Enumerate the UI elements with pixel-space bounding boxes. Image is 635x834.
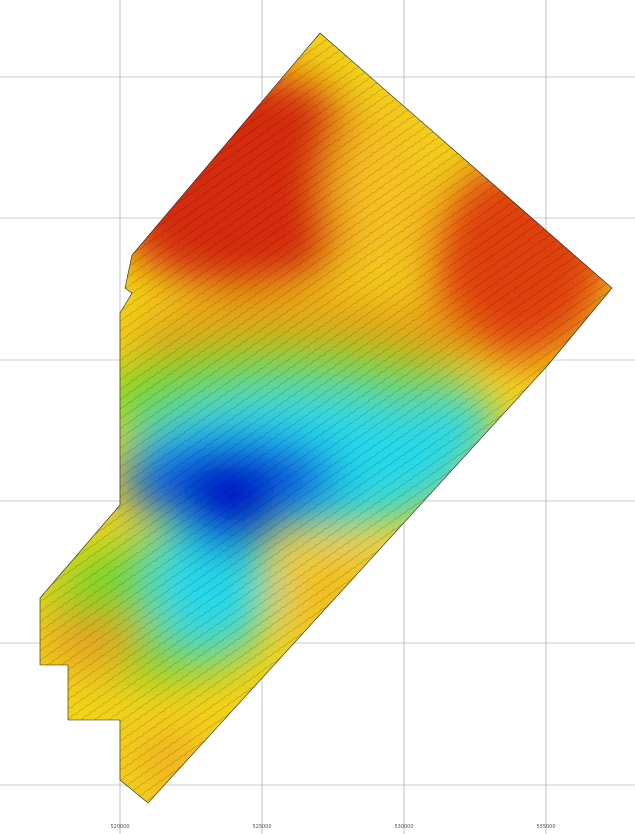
grid-label: 520000	[110, 824, 129, 830]
grid-label: 535000	[536, 824, 555, 830]
grid-label: 530000	[394, 824, 413, 830]
contour-map: 520000 525000 530000 535000	[0, 0, 635, 834]
grid-label: 525000	[252, 824, 271, 830]
survey-area	[0, 0, 635, 834]
